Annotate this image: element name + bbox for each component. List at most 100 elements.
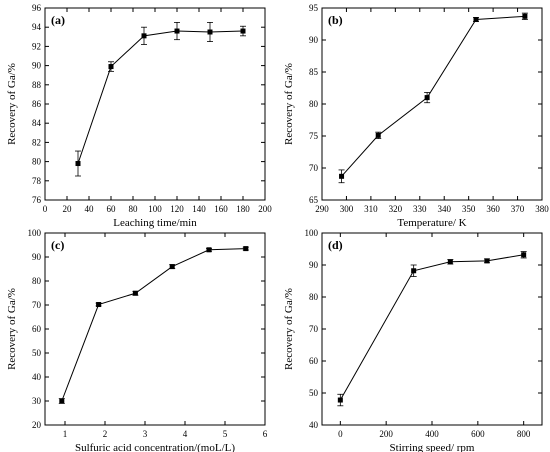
y-tick-label: 80 <box>309 292 319 302</box>
data-point <box>243 246 249 252</box>
data-point <box>132 290 138 296</box>
y-tick-label: 96 <box>32 3 42 13</box>
y-tick-label: 40 <box>309 420 319 430</box>
data-point <box>522 13 528 19</box>
x-tick-label: 0 <box>338 429 343 439</box>
y-tick-label: 80 <box>309 99 319 109</box>
y-tick-label: 50 <box>32 348 42 358</box>
x-tick-label: 6 <box>263 429 268 439</box>
y-tick-label: 88 <box>32 80 42 90</box>
x-tick-label: 4 <box>183 429 188 439</box>
data-point <box>337 397 343 403</box>
y-tick-label: 84 <box>32 118 42 128</box>
y-tick-label: 92 <box>32 41 41 51</box>
x-tick-label: 300 <box>340 204 354 214</box>
y-tick-label: 30 <box>32 396 42 406</box>
y-tick-label: 20 <box>32 420 42 430</box>
data-point <box>339 173 345 179</box>
x-tick-label: 310 <box>364 204 378 214</box>
y-tick-label: 90 <box>32 61 42 71</box>
x-tick-label: 360 <box>486 204 500 214</box>
panel-label: (d) <box>328 238 343 252</box>
panel-label: (c) <box>51 238 64 252</box>
data-point <box>169 264 175 270</box>
y-tick-label: 70 <box>309 163 319 173</box>
y-tick-label: 80 <box>32 276 42 286</box>
y-tick-label: 70 <box>32 300 42 310</box>
chart-panel-2: 290 300 310 320 330 340 350 360 370 380 65 70 75 80 85… <box>283 3 549 229</box>
x-tick-label: 320 <box>389 204 403 214</box>
y-tick-label: 76 <box>32 195 42 205</box>
panel-label: (a) <box>51 13 65 27</box>
plot-frame <box>321 7 543 201</box>
y-tick-label: 60 <box>309 356 319 366</box>
data-point <box>206 247 212 253</box>
x-tick-label: 3 <box>143 429 148 439</box>
data-point <box>521 252 527 258</box>
data-point <box>108 64 114 70</box>
chart-panel-1: 0 20 40 60 80 100 120 140 160 180 200 76 78 80 82 84 86 8… <box>6 3 272 229</box>
x-tick-label: 290 <box>315 204 329 214</box>
x-tick-label: 200 <box>258 204 272 214</box>
x-tick-label: 160 <box>214 204 228 214</box>
panel-label: (b) <box>328 13 343 27</box>
x-tick-label: 80 <box>129 204 139 214</box>
data-point <box>424 95 430 101</box>
plot-frame <box>321 232 543 426</box>
y-tick-label: 100 <box>28 228 42 238</box>
data-point <box>375 132 381 138</box>
x-tick-label: 370 <box>511 204 525 214</box>
x-tick-label: 5 <box>223 429 228 439</box>
series-line <box>339 254 524 401</box>
data-point <box>174 28 180 34</box>
data-point <box>240 28 246 34</box>
y-tick-label: 70 <box>309 324 319 334</box>
y-tick-label: 85 <box>309 67 319 77</box>
data-point <box>473 17 479 23</box>
data-point <box>141 33 147 39</box>
y-tick-label: 86 <box>32 99 42 109</box>
y-tick-label: 90 <box>309 35 319 45</box>
y-tick-label: 80 <box>32 157 42 167</box>
x-tick-label: 1 <box>63 429 68 439</box>
y-axis-label: Recovery of Ga/% <box>283 288 295 370</box>
data-point <box>207 29 213 35</box>
data-point <box>96 302 102 308</box>
series-line <box>61 248 246 402</box>
series-line <box>77 30 244 164</box>
x-tick-label: 2 <box>103 429 108 439</box>
y-tick-label: 100 <box>305 228 319 238</box>
x-tick-label: 120 <box>170 204 184 214</box>
y-tick-label: 78 <box>32 176 42 186</box>
data-point <box>75 161 81 167</box>
chart-panel-4: 0 200 400 600 800 40 50 60 70 80 90 100 Stirring spe… <box>283 228 543 452</box>
x-tick-label: 600 <box>471 429 485 439</box>
y-tick-label: 65 <box>309 195 319 205</box>
x-tick-label: 200 <box>379 429 393 439</box>
y-tick-label: 90 <box>32 252 42 262</box>
x-tick-label: 20 <box>63 204 73 214</box>
series-line <box>341 15 525 177</box>
y-tick-label: 90 <box>309 260 319 270</box>
data-point <box>484 258 490 264</box>
data-point <box>411 268 417 274</box>
y-tick-label: 40 <box>32 372 42 382</box>
x-tick-label: 350 <box>462 204 476 214</box>
x-tick-label: 140 <box>192 204 206 214</box>
x-axis-label: Sulfuric acid concentration/(moL/L) <box>75 442 235 452</box>
y-tick-label: 94 <box>32 22 42 32</box>
x-tick-label: 800 <box>517 429 531 439</box>
x-tick-label: 60 <box>107 204 117 214</box>
x-tick-label: 180 <box>236 204 250 214</box>
x-tick-label: 340 <box>437 204 451 214</box>
x-tick-label: 400 <box>425 429 439 439</box>
y-tick-label: 75 <box>309 131 319 141</box>
y-axis-label: Recovery of Ga/% <box>6 288 18 370</box>
data-point <box>59 398 65 404</box>
plot-frame <box>44 232 266 426</box>
data-point <box>447 259 453 265</box>
x-tick-label: 40 <box>85 204 95 214</box>
x-axis-label: Leaching time/min <box>113 217 197 229</box>
y-axis-label: Recovery of Ga/% <box>6 63 18 145</box>
